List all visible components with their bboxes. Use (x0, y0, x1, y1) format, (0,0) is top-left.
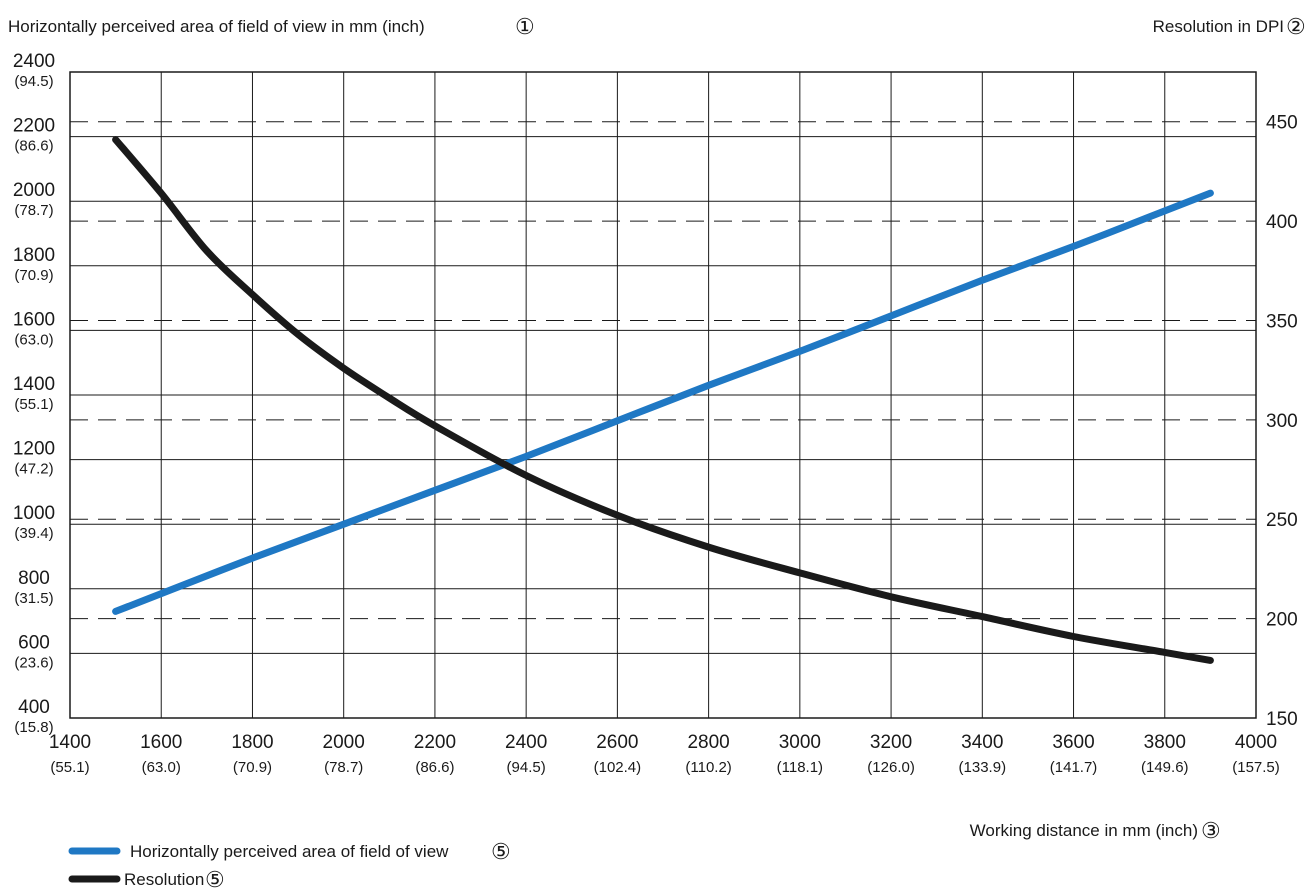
x-axis-title: Working distance in mm (inch) (970, 821, 1198, 840)
y-left-tick-label: 2200 (13, 116, 55, 137)
y-right-tick-label: 450 (1266, 113, 1298, 134)
y-left-tick-sublabel: (55.1) (14, 396, 53, 413)
y-right-tick-label: 200 (1266, 610, 1298, 631)
x-tick-label: 3600 (1052, 732, 1094, 753)
plot-frame (69, 71, 1257, 719)
x-tick-sublabel: (149.6) (1141, 759, 1189, 776)
y-left-axis-marker: ① (515, 14, 535, 39)
x-tick-sublabel: (133.9) (959, 759, 1007, 776)
y-right-axis-title: Resolution in DPI (1153, 17, 1284, 36)
x-tick-sublabel: (141.7) (1050, 759, 1098, 776)
y-left-tick-sublabel: (78.7) (14, 202, 53, 219)
legend-label-field-of-view: Horizontally perceived area of field of … (130, 842, 449, 861)
series-line-field-of-view (112, 189, 1214, 615)
legend-marker-field-of-view: ⑤ (491, 839, 511, 864)
x-tick-sublabel: (110.2) (685, 759, 731, 776)
y-left-tick-sublabel: (94.5) (14, 73, 53, 90)
y-right-tick-label: 300 (1266, 411, 1298, 432)
y-left-tick-sublabel: (15.8) (14, 719, 53, 736)
y-right-axis-marker: ② (1286, 14, 1306, 39)
x-tick-label: 3000 (779, 732, 821, 753)
series-line-resolution (112, 136, 1214, 664)
y-left-tick-sublabel: (23.6) (14, 654, 53, 671)
y-left-tick-label: 2000 (13, 180, 55, 201)
y-right-tick-label: 400 (1266, 212, 1298, 233)
x-tick-sublabel: (86.6) (415, 759, 454, 776)
x-tick-sublabel: (70.9) (233, 759, 272, 776)
y-left-tick-label: 600 (18, 632, 50, 653)
y-left-tick-label: 2400 (13, 51, 55, 72)
x-tick-sublabel: (63.0) (142, 759, 181, 776)
x-tick-sublabel: (55.1) (50, 759, 89, 776)
x-tick-label: 1600 (140, 732, 182, 753)
x-tick-label: 2600 (596, 732, 638, 753)
y-left-tick-label: 1400 (13, 374, 55, 395)
y-left-tick-sublabel: (31.5) (14, 590, 53, 607)
x-tick-label: 1400 (49, 732, 91, 753)
x-tick-label: 2000 (323, 732, 365, 753)
y-right-tick-label: 150 (1266, 709, 1298, 730)
x-tick-label: 2400 (505, 732, 547, 753)
y-left-axis-title: Horizontally perceived area of field of … (8, 17, 425, 36)
x-tick-label: 3800 (1144, 732, 1186, 753)
y-left-tick-label: 800 (18, 568, 50, 589)
y-left-tick-label: 1000 (13, 503, 55, 524)
y-left-tick-sublabel: (86.6) (14, 138, 53, 155)
y-left-tick-label: 1600 (13, 309, 55, 330)
y-right-tick-label: 350 (1266, 311, 1298, 332)
x-tick-sublabel: (94.5) (507, 759, 546, 776)
x-tick-label: 4000 (1235, 732, 1277, 753)
y-right-tick-label: 250 (1266, 510, 1298, 531)
legend-label-resolution: Resolution (124, 870, 204, 888)
x-tick-label: 2200 (414, 732, 456, 753)
y-left-tick-label: 400 (18, 697, 50, 718)
x-tick-sublabel: (118.1) (777, 759, 823, 776)
legend-marker-resolution: ⑤ (205, 867, 225, 888)
x-tick-label: 3400 (961, 732, 1003, 753)
y-left-tick-sublabel: (63.0) (14, 331, 53, 348)
x-tick-label: 3200 (870, 732, 912, 753)
x-tick-label: 1800 (231, 732, 273, 753)
tick-labels: 1400(55.1)1600(63.0)1800(70.9)2000(78.7)… (13, 51, 1298, 776)
x-tick-sublabel: (157.5) (1232, 759, 1280, 776)
x-tick-sublabel: (78.7) (324, 759, 363, 776)
series-layer (112, 136, 1214, 664)
y-left-tick-label: 1200 (13, 439, 55, 460)
legend: Horizontally perceived area of field of … (68, 839, 511, 888)
y-left-tick-sublabel: (47.2) (14, 461, 53, 478)
x-tick-label: 2800 (687, 732, 729, 753)
x-axis-marker: ③ (1201, 818, 1221, 843)
grid (69, 71, 1257, 719)
y-left-tick-sublabel: (39.4) (14, 525, 53, 542)
x-tick-sublabel: (102.4) (594, 759, 642, 776)
y-left-tick-sublabel: (70.9) (14, 267, 53, 284)
y-left-tick-label: 1800 (13, 245, 55, 266)
x-tick-sublabel: (126.0) (867, 759, 915, 776)
